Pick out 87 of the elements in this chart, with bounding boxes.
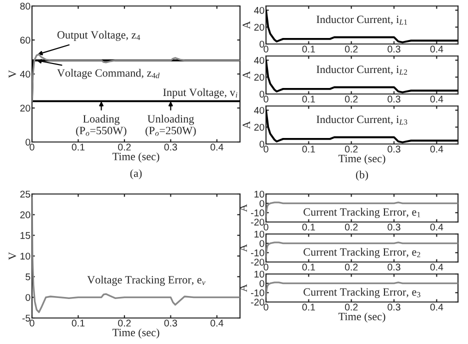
- x-tick-label: 0.1: [72, 144, 85, 151]
- x-tick-label: 0.2: [118, 320, 131, 327]
- x-tick-label: 0.4: [430, 304, 444, 311]
- annotation: Output Voltage, z$_{4}$: [57, 30, 140, 41]
- y-tick-label: -10: [250, 289, 264, 296]
- annotation: Unloading (P$_{o}$=250W): [146, 114, 196, 137]
- y-tick-label: 20: [254, 74, 264, 81]
- y-tick-label: 5: [26, 274, 30, 280]
- y-tick-label: 0: [260, 40, 264, 48]
- x-tick-label: 0.2: [344, 146, 358, 153]
- y-tick-label: 15: [20, 232, 30, 239]
- x-tick-label: 0.1: [302, 146, 315, 153]
- x-axis-title: Time (sec): [338, 312, 386, 323]
- x-tick-label: 0.1: [302, 304, 315, 311]
- y-tick-label: 0: [26, 294, 30, 301]
- y-tick-label: 10: [20, 252, 30, 260]
- annotation: Voltage Command, z$_{4d}$: [57, 68, 160, 79]
- x-axis-title: Time (sec): [112, 328, 160, 339]
- y-tick-label: 20: [254, 124, 264, 131]
- y-axis-title: V: [8, 70, 16, 78]
- annotation: Inductor Current, i$_{L2}$: [316, 65, 408, 75]
- y-tick-label: 80: [20, 2, 30, 10]
- x-tick-label: 0.4: [430, 46, 444, 53]
- x-tick-label: 0.3: [164, 144, 177, 151]
- annotation: Input Voltage, v$_{i}$: [163, 88, 238, 98]
- y-tick-label: -10: [250, 209, 264, 216]
- x-tick-label: 0.2: [344, 304, 358, 311]
- x-tick-label: 0.3: [164, 320, 177, 327]
- y-tick-label: 10: [254, 190, 264, 198]
- x-tick-label: 0.4: [210, 144, 224, 151]
- x-tick-label: 0.4: [430, 264, 444, 271]
- x-tick-label: 0.1: [302, 264, 315, 271]
- y-tick-label: 10: [254, 270, 264, 278]
- x-tick-label: 0.4: [430, 146, 444, 153]
- y-tick-label: 40: [254, 106, 264, 114]
- y-axis-title: V: [8, 252, 16, 260]
- y-tick-label: 40: [20, 70, 30, 78]
- y-tick-label: -5: [22, 314, 30, 322]
- y-tick-label: 40: [254, 56, 264, 64]
- y-tick-label: -20: [250, 218, 264, 226]
- x-tick-label: 0.1: [72, 320, 85, 327]
- x-tick-label: 0.3: [388, 224, 400, 231]
- y-tick-label: 0: [260, 90, 264, 98]
- x-axis-title: Time (sec): [112, 152, 160, 163]
- x-axis-title: Time (sec): [338, 154, 386, 165]
- y-tick-label: 40: [254, 6, 264, 14]
- x-tick-label: 0.2: [118, 144, 131, 151]
- x-tick-label: 0.2: [344, 96, 358, 103]
- annotation: Inductor Current, i$_{L1}$: [316, 15, 408, 25]
- x-tick-label: 0.2: [344, 46, 358, 53]
- x-tick-label: 0.1: [302, 96, 315, 103]
- y-axis-title: A: [242, 121, 250, 129]
- y-tick-label: 0: [260, 280, 264, 287]
- x-tick-label: 0.4: [210, 320, 224, 327]
- x-tick-label: 0.3: [388, 264, 400, 271]
- x-tick-label: 0.3: [388, 304, 400, 311]
- x-tick-label: 0.1: [302, 224, 315, 231]
- y-tick-label: 10: [254, 230, 264, 238]
- y-tick-label: 60: [20, 36, 30, 44]
- annotation: Current Tracking Error, e$_{3}$: [304, 288, 420, 298]
- y-tick-label: 20: [254, 24, 264, 31]
- x-tick-label: 0.4: [430, 96, 444, 103]
- annotation: Current Tracking Error, e$_{2}$: [304, 248, 420, 258]
- y-tick-label: -20: [250, 298, 264, 306]
- y-tick-label: 25: [20, 190, 30, 198]
- text: (a): [130, 169, 142, 180]
- y-tick-label: -10: [250, 249, 264, 256]
- y-axis-title: A: [242, 71, 250, 79]
- y-tick-label: 0: [260, 240, 264, 247]
- y-tick-label: 0: [260, 200, 264, 207]
- y-tick-label: 20: [20, 104, 30, 112]
- annotation: Current Tracking Error, e$_{1}$: [304, 208, 420, 218]
- x-tick-label: 0.1: [302, 46, 315, 53]
- y-tick-label: 20: [20, 211, 30, 218]
- x-tick-label: 0.3: [388, 146, 400, 153]
- annotation: Voltage Tracking Error, e$_{v}$: [87, 276, 206, 286]
- x-tick-label: 0.3: [388, 96, 400, 103]
- text: (b): [356, 170, 368, 181]
- annotation: Loading (P$_{o}$=550W): [76, 114, 126, 137]
- x-tick-label: 0.3: [388, 46, 400, 53]
- x-tick-label: 0.4: [430, 224, 444, 231]
- y-tick-label: -20: [250, 258, 264, 266]
- x-tick-label: 0.2: [344, 224, 358, 231]
- annotation: Inductor Current, i$_{L3}$: [316, 115, 408, 125]
- x-tick-label: 0.2: [344, 264, 358, 271]
- y-tick-label: 0: [26, 138, 30, 146]
- y-axis-title: A: [242, 21, 250, 29]
